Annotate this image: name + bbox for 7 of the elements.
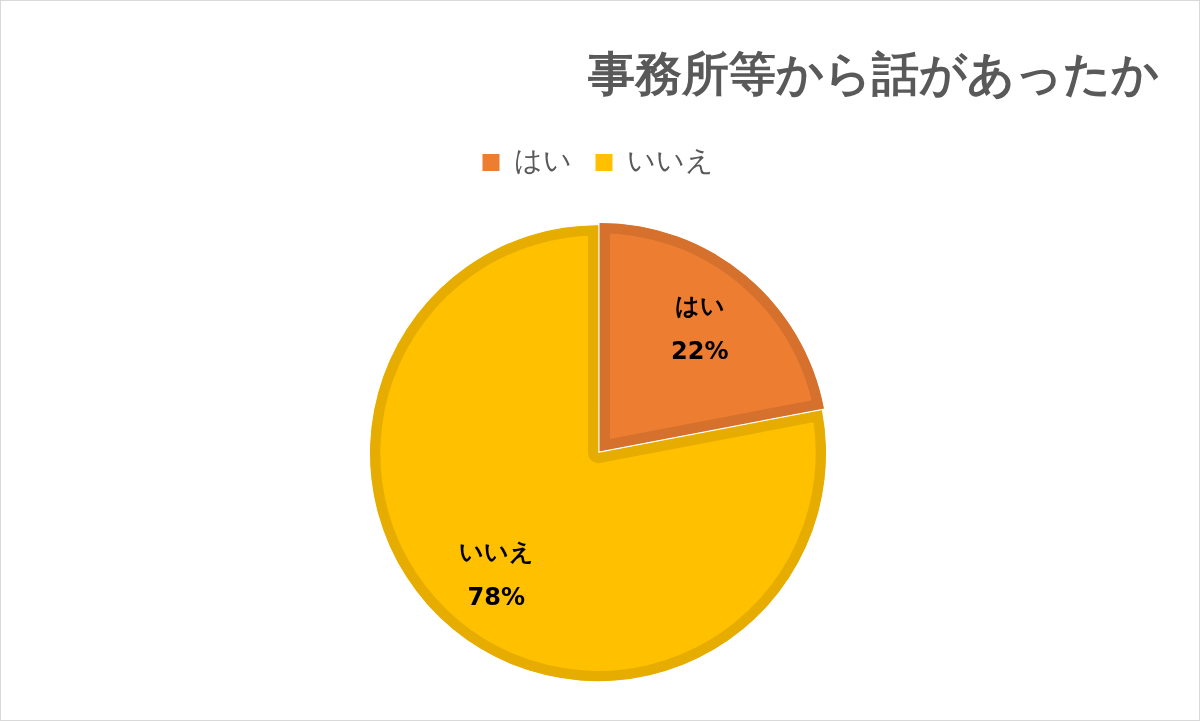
data-label: 78% — [467, 582, 525, 611]
chart-title: 事務所等から話があったか — [587, 46, 1159, 102]
legend-label: はい — [513, 143, 572, 177]
slice-label: はい — [674, 291, 725, 320]
legend-label: いいえ — [626, 143, 714, 177]
data-label: 22% — [671, 336, 729, 365]
slice-label: いいえ — [458, 537, 534, 566]
